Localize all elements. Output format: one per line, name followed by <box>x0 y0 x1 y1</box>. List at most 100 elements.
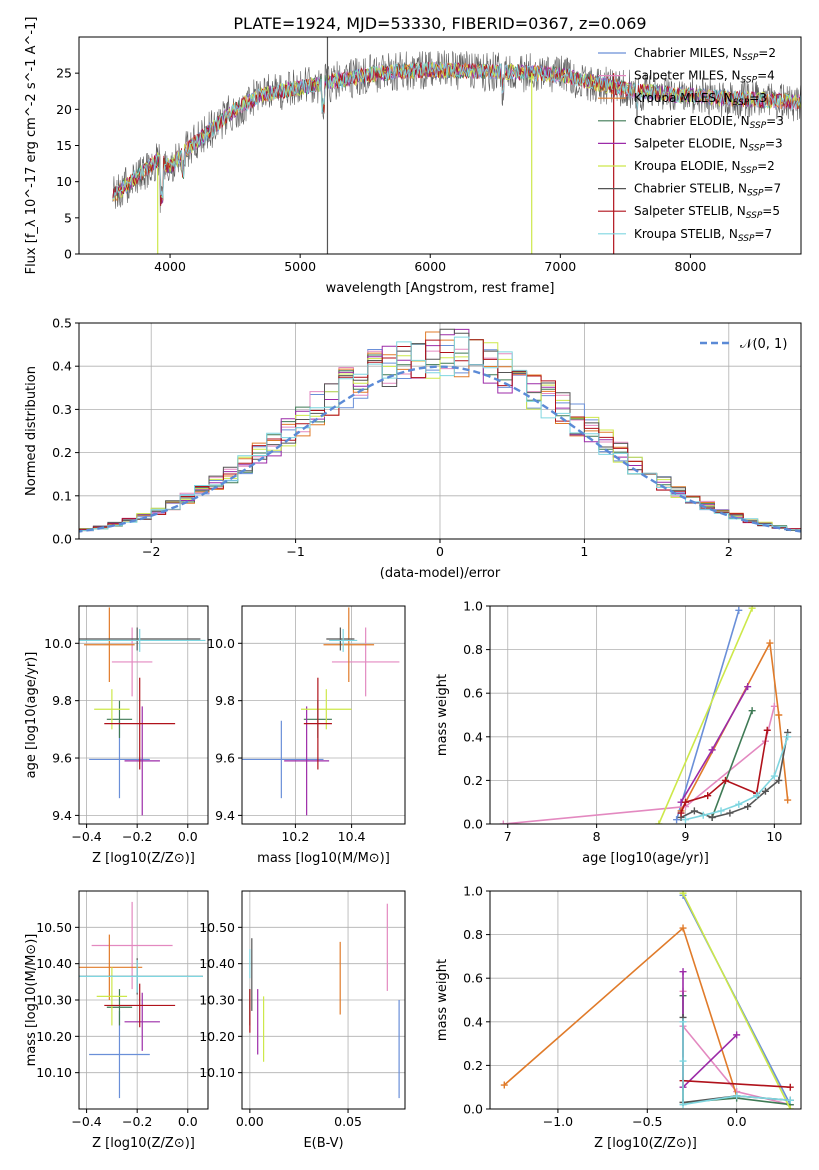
weight-marker <box>726 809 734 817</box>
y-tick-label: 10.0 <box>207 636 235 651</box>
x-tick-label: 6000 <box>414 259 446 274</box>
y-tick-label: 5 <box>64 210 72 225</box>
histogram-step <box>79 336 801 533</box>
weight-marker <box>704 792 712 800</box>
legend-entry: Kroupa STELIB, NSSP=7 <box>634 227 772 244</box>
x-tick-label: 7000 <box>544 259 576 274</box>
x-axis-label: (data-model)/error <box>380 566 501 581</box>
y-axis-label: mass weight <box>435 674 450 756</box>
y-axis-label: age [log10(age/yr)] <box>24 652 39 779</box>
x-tick-label: −0.5 <box>632 1114 662 1129</box>
weight-marker <box>679 1101 687 1109</box>
weight-marker <box>679 968 687 976</box>
weight-line <box>685 736 789 821</box>
y-tick-label: 25 <box>56 66 72 81</box>
weight-marker <box>733 1031 741 1039</box>
x-tick-label: 5000 <box>284 259 316 274</box>
weight-marker <box>744 803 752 811</box>
x-tick-label: −1 <box>286 544 304 559</box>
x-tick-label: 0.05 <box>334 1114 362 1129</box>
axes-frame <box>489 605 802 825</box>
y-tick-label: 0.4 <box>52 359 72 374</box>
y-axis-label: mass weight <box>435 959 450 1041</box>
y-tick-label: 10.50 <box>199 920 235 935</box>
weight-marker <box>775 776 783 784</box>
weight-line <box>675 610 740 820</box>
weight-marker <box>786 1105 794 1109</box>
y-tick-label: 15 <box>56 138 72 153</box>
y-tick-label: 10.50 <box>36 920 72 935</box>
x-tick-label: 8000 <box>675 259 707 274</box>
weight-marker <box>708 746 716 754</box>
reference-legend-label: 𝒩(0, 1) <box>740 337 787 352</box>
y-tick-label: 10.10 <box>36 1065 72 1080</box>
x-axis-label: mass [log10(M/M⊙)] <box>257 851 390 866</box>
legend-entry: Chabrier MILES, NSSP=2 <box>634 46 776 63</box>
y-tick-label: 0.2 <box>463 773 483 788</box>
weight-marker <box>766 639 774 647</box>
y-tick-label: 9.4 <box>52 808 72 823</box>
y-tick-label: 9.4 <box>215 808 235 823</box>
age-vs-mass-panel: 10.2 10.4 9.4 9.6 9.8 10.0 mass [log10(M/M⊙)] <box>207 605 406 866</box>
y-tick-label: 0.1 <box>52 488 72 503</box>
x-tick-label: −1.0 <box>543 1114 573 1129</box>
legend-entry: Chabrier ELODIE, NSSP=3 <box>634 114 784 131</box>
weight-marker <box>784 733 792 741</box>
weight-marker <box>744 683 752 691</box>
x-tick-label: 2 <box>725 544 733 559</box>
y-tick-label: 0.4 <box>463 1014 483 1029</box>
plots-layer: 4000 5000 6000 7000 80000510152025wavelength… <box>24 17 802 1151</box>
weight-line <box>682 892 792 1109</box>
x-tick-label: 1 <box>580 544 588 559</box>
y-tick-label: 0.0 <box>463 1102 483 1117</box>
x-tick-label: 0 <box>436 544 444 559</box>
x-tick-label: 0.0 <box>727 1114 747 1129</box>
y-axis-label: Normed distribution <box>24 366 39 496</box>
axes-frame <box>241 605 406 825</box>
weight-marker <box>784 796 792 804</box>
figure-title: PLATE=1924, MJD=53330, FIBERID=0367, z=0… <box>233 14 646 33</box>
y-tick-label: 10.20 <box>199 1029 235 1044</box>
y-tick-label: 0.8 <box>463 927 483 942</box>
y-tick-label: 10.20 <box>36 1029 72 1044</box>
errorbars <box>79 901 203 1099</box>
spectrum-lines <box>112 37 801 254</box>
weight-marker <box>681 816 689 824</box>
mass-vs-Z-panel: −0.4 −0.2 0.0 10.10 10.20 10.30 10.40 10.50 Z [l… <box>24 890 209 1151</box>
y-tick-label: 10.30 <box>199 993 235 1008</box>
x-axis-label: Z [log10(Z/Z⊙)] <box>594 1136 697 1151</box>
weight-marker <box>735 606 743 614</box>
errorbars <box>79 607 206 816</box>
x-tick-label: 0.0 <box>178 829 198 844</box>
weight-marker <box>786 1096 794 1104</box>
weight-marker <box>699 811 707 819</box>
weight-line <box>503 926 738 1097</box>
weight-marker <box>748 707 756 715</box>
errorbars <box>242 607 400 816</box>
x-tick-label: 9 <box>682 829 690 844</box>
weight-line <box>711 710 753 818</box>
y-tick-label: 0.8 <box>463 642 483 657</box>
y-tick-label: 10.40 <box>199 956 235 971</box>
errorbars <box>249 903 400 1099</box>
x-tick-label: 0.0 <box>178 1114 198 1129</box>
weight-marker <box>735 800 743 808</box>
spectrum-panel: 4000 5000 6000 7000 8000 0 5 10 15 20 25 wavelength… <box>24 17 802 296</box>
weight-marker <box>679 924 687 932</box>
weight-line <box>680 732 789 819</box>
y-tick-label: 0.0 <box>463 817 483 832</box>
y-tick-label: 10 <box>56 174 72 189</box>
y-tick-label: 0.5 <box>52 316 72 331</box>
y-tick-label: 0 <box>64 247 72 262</box>
weight-marker <box>786 1083 794 1091</box>
y-tick-label: 0.2 <box>463 1058 483 1073</box>
y-tick-label: 9.6 <box>52 751 72 766</box>
weight-marker <box>673 816 681 824</box>
y-axis-label: Flux [f_λ 10^-17 erg cm^-2 s^-1 A^-1] <box>24 17 39 275</box>
weight-line <box>680 730 768 814</box>
weight-marker <box>690 807 698 815</box>
legend-entry: Kroupa MILES, NSSP=3 <box>634 91 767 108</box>
weight-marker <box>770 702 778 710</box>
y-tick-label: 10.0 <box>44 636 72 651</box>
